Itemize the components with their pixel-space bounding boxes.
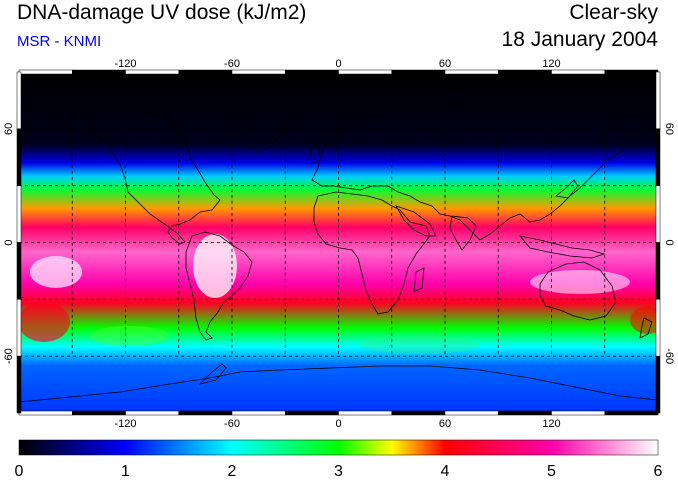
frame-tick xyxy=(551,410,605,416)
frame-tick xyxy=(18,410,73,416)
colorbar-label: 0 xyxy=(15,463,24,480)
coast-europe-asia xyxy=(311,103,657,241)
coast-japan xyxy=(555,179,579,199)
frame-tick xyxy=(16,128,22,186)
frame-tick xyxy=(178,410,233,416)
coast-north-america xyxy=(59,109,221,245)
frame-tick xyxy=(231,69,286,75)
lat-label-left: -60 xyxy=(3,348,15,364)
frame-tick xyxy=(72,69,126,75)
lon-label-bottom: 0 xyxy=(335,418,341,430)
coast-south-america xyxy=(185,231,253,341)
frame-tick xyxy=(655,185,661,243)
coast-antarctic-peninsula xyxy=(198,363,227,385)
map-title: DNA-damage UV dose (kJ/m2) xyxy=(17,1,307,24)
high-dose-patch xyxy=(30,256,82,288)
lon-label-bottom: 60 xyxy=(439,418,451,430)
colorbar-labels: 0 1 2 3 4 5 6 xyxy=(15,463,663,480)
high-dose-patch xyxy=(19,302,70,342)
frame-tick xyxy=(16,242,22,300)
lon-label-top: -60 xyxy=(224,58,240,70)
high-dose-patch xyxy=(530,270,630,294)
colorbar-label: 2 xyxy=(228,463,237,480)
lat-label-right: -60 xyxy=(663,348,675,364)
frame-tick xyxy=(655,128,661,186)
frame-tick xyxy=(655,355,661,414)
frame-tick xyxy=(231,410,286,416)
lon-label-bottom: -60 xyxy=(224,418,240,430)
frame-tick xyxy=(444,410,499,416)
frame-tick xyxy=(125,69,179,75)
frame-tick xyxy=(444,69,499,75)
coast-arabia xyxy=(395,205,437,237)
coast-africa xyxy=(313,191,431,315)
frame-tick xyxy=(498,69,552,75)
frame-tick-marks xyxy=(16,69,661,416)
frame-tick xyxy=(338,410,392,416)
coast-madagascar xyxy=(413,267,425,293)
frame-tick xyxy=(655,71,661,130)
high-dose-patch xyxy=(630,306,658,334)
lon-label-top: 120 xyxy=(542,58,560,70)
colorbar-label: 6 xyxy=(654,463,663,480)
latitude-labels-left: 60 0 -60 xyxy=(3,123,15,364)
coast-antarctica xyxy=(19,365,658,403)
frame-tick xyxy=(338,69,392,75)
frame-tick xyxy=(178,69,233,75)
longitude-labels-top: -120 -60 0 60 120 xyxy=(114,58,560,70)
frame-tick xyxy=(16,71,22,130)
longitude-labels-bottom: -120 -60 0 60 120 xyxy=(114,418,560,430)
colorbar-label: 3 xyxy=(334,463,343,480)
frame-tick xyxy=(125,410,179,416)
latitude-labels-right: 60 0 -60 xyxy=(663,123,675,364)
frame-tick xyxy=(551,69,605,75)
frame-tick xyxy=(391,410,446,416)
lat-label-left: 60 xyxy=(3,123,15,135)
colorbar xyxy=(18,439,659,456)
coast-india xyxy=(449,215,477,251)
frame-tick xyxy=(16,185,22,243)
frame-tick xyxy=(498,410,552,416)
date-label: 18 January 2004 xyxy=(501,28,658,51)
frame-tick xyxy=(604,69,659,75)
colorbar-label: 5 xyxy=(547,463,556,480)
lon-label-top: -120 xyxy=(114,58,136,70)
frame-tick xyxy=(16,355,22,414)
coastlines xyxy=(19,91,658,403)
high-dose-patch xyxy=(193,234,237,298)
low-dose-patch xyxy=(90,326,170,346)
source-label: MSR - KNMI xyxy=(17,33,102,50)
frame-tick xyxy=(604,410,659,416)
lat-label-right: 60 xyxy=(663,123,675,135)
coast-new-zealand xyxy=(639,317,653,339)
sky-condition-label: Clear-sky xyxy=(569,1,658,24)
frame-tick xyxy=(285,69,339,75)
colorbar-label: 1 xyxy=(121,463,130,480)
coast-british-isles xyxy=(309,145,321,165)
coast-greenland xyxy=(231,91,301,151)
frame-tick xyxy=(285,410,339,416)
lat-label-left: 0 xyxy=(3,239,15,245)
frame-tick xyxy=(18,69,73,75)
low-dose-patch xyxy=(360,336,480,354)
coast-indonesia xyxy=(518,235,606,259)
colorbar-label: 4 xyxy=(441,463,450,480)
frame-tick xyxy=(655,299,661,357)
frame-tick xyxy=(16,299,22,357)
frame-tick xyxy=(72,410,126,416)
lon-label-top: 60 xyxy=(439,58,451,70)
lon-label-bottom: 120 xyxy=(542,418,560,430)
frame-tick xyxy=(655,242,661,300)
lon-label-bottom: -120 xyxy=(114,418,136,430)
frame-tick xyxy=(391,69,446,75)
coast-australia xyxy=(539,261,617,321)
lon-label-top: 0 xyxy=(335,58,341,70)
lat-label-right: 0 xyxy=(663,239,675,245)
graticule xyxy=(19,128,658,357)
